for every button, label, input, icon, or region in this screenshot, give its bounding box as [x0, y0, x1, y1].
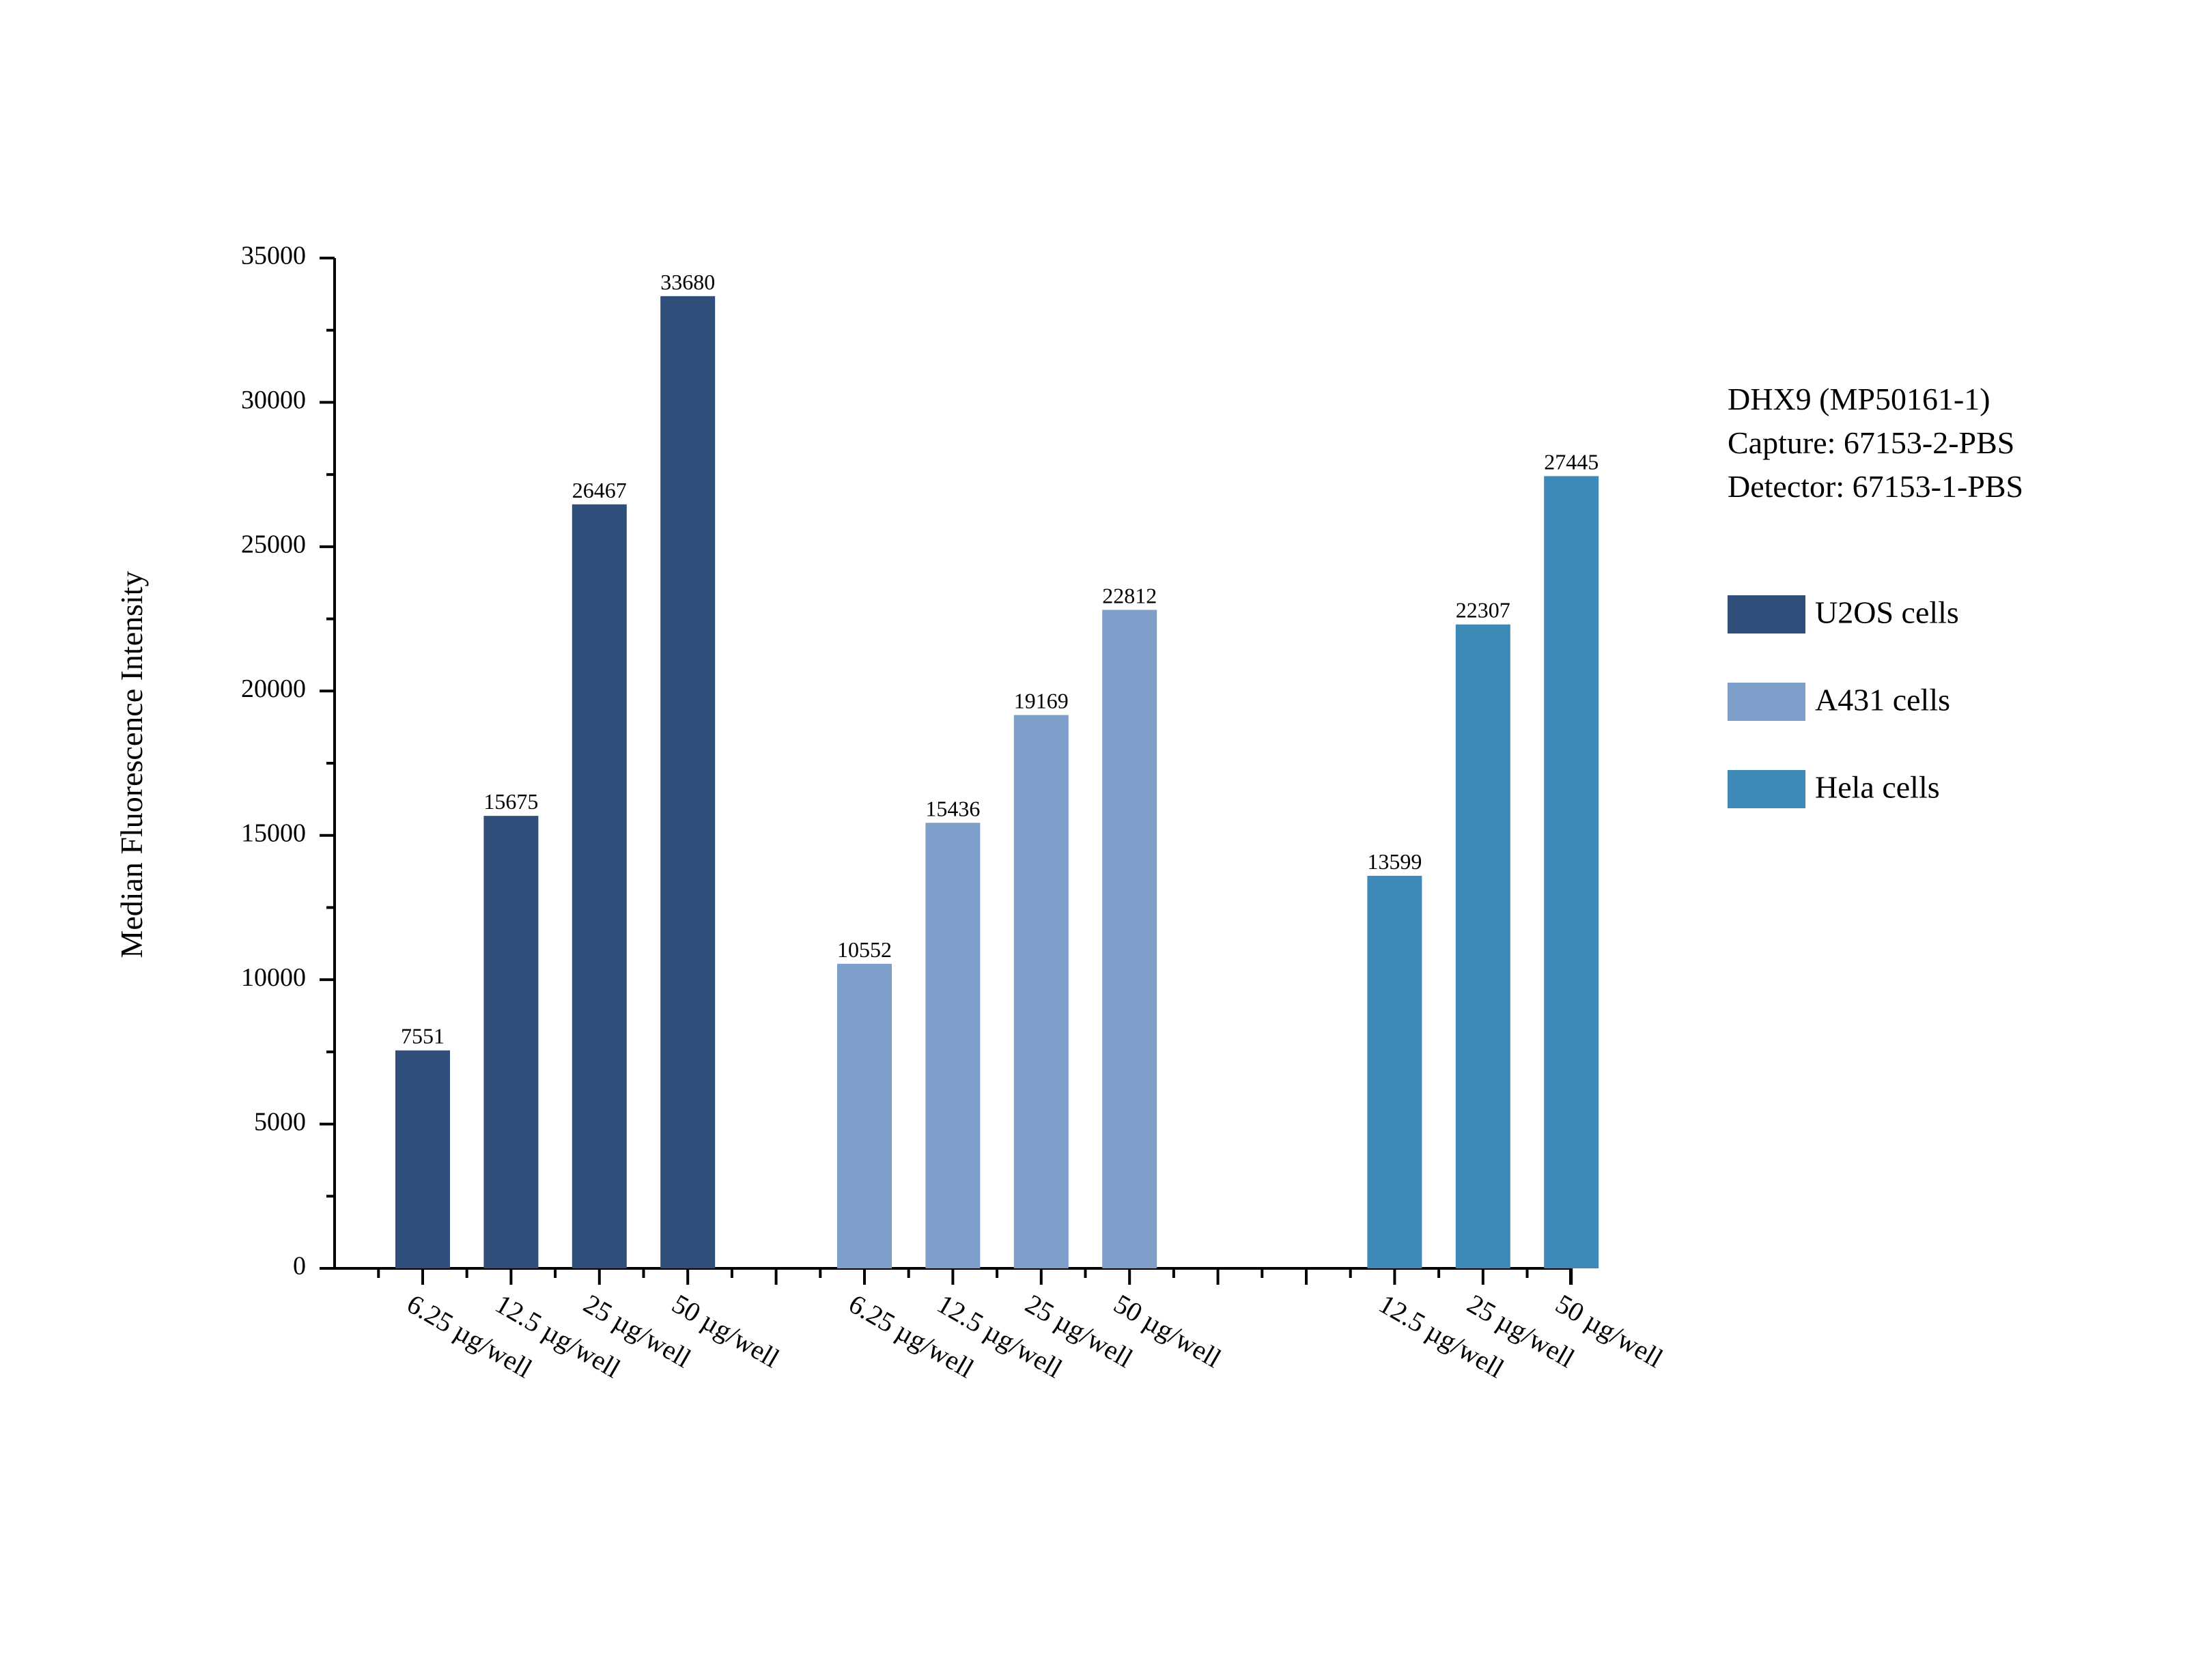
legend-label: A431 cells	[1815, 683, 1950, 717]
data-label: 13599	[1367, 849, 1422, 874]
y-tick-label: 20000	[241, 674, 306, 703]
bar-hela-3	[1544, 476, 1599, 1269]
data-label: 22307	[1456, 598, 1510, 623]
bar-a431-4	[1102, 610, 1157, 1268]
legend: U2OS cells A431 cells Hela cells	[1728, 595, 1959, 808]
legend-label: Hela cells	[1815, 770, 1940, 805]
bar-a431-1	[837, 963, 892, 1268]
info-line-protein: DHX9 (MP50161-1)	[1728, 382, 1990, 416]
bars	[395, 296, 1599, 1269]
info-line-detector: Detector: 67153-1-PBS	[1728, 469, 2023, 504]
data-label: 22812	[1102, 583, 1157, 608]
bar-u2os-2	[483, 816, 539, 1268]
data-label: 19169	[1014, 688, 1069, 713]
legend-swatch	[1728, 595, 1805, 633]
y-tick-label: 5000	[254, 1107, 306, 1136]
legend-swatch	[1728, 683, 1805, 721]
data-labels: 7551 15675 26467 33680 10552 15436 19169 22812 1…	[401, 270, 1599, 1049]
data-label: 26467	[572, 478, 627, 502]
y-tick-label: 35000	[241, 242, 306, 270]
legend-item-u2os: U2OS cells	[1728, 595, 1959, 633]
bar-hela-1	[1367, 875, 1422, 1268]
data-label: 27445	[1544, 449, 1599, 474]
y-tick-label: 15000	[241, 818, 306, 847]
legend-item-hela: Hela cells	[1728, 770, 1940, 808]
y-tick-label: 30000	[241, 386, 306, 414]
bar-u2os-4	[660, 296, 716, 1268]
bar-a431-2	[925, 823, 981, 1268]
data-label: 33680	[660, 270, 715, 294]
bar-a431-3	[1013, 715, 1069, 1268]
data-label: 15675	[483, 789, 538, 814]
y-axis-label: Median Fluorescence Intensity	[114, 571, 149, 958]
legend-label: U2OS cells	[1815, 595, 1959, 630]
bar-hela-2	[1455, 624, 1510, 1268]
y-axis: 0 5000 10000 15000 20000 25000 30000 35000	[241, 242, 336, 1281]
data-label: 15436	[925, 796, 980, 821]
data-label: 7551	[401, 1024, 445, 1049]
info-block: DHX9 (MP50161-1) Capture: 67153-2-PBS De…	[1728, 382, 2023, 504]
bar-u2os-3	[572, 504, 627, 1268]
legend-item-a431: A431 cells	[1728, 683, 1950, 721]
y-tick-label: 25000	[241, 530, 306, 559]
y-tick-label: 10000	[241, 963, 306, 992]
x-axis	[335, 1267, 1573, 1285]
data-label: 10552	[837, 937, 892, 962]
legend-swatch	[1728, 770, 1805, 808]
y-tick-label: 0	[293, 1252, 306, 1281]
bar-u2os-1	[395, 1050, 450, 1268]
info-line-capture: Capture: 67153-2-PBS	[1728, 425, 2014, 460]
